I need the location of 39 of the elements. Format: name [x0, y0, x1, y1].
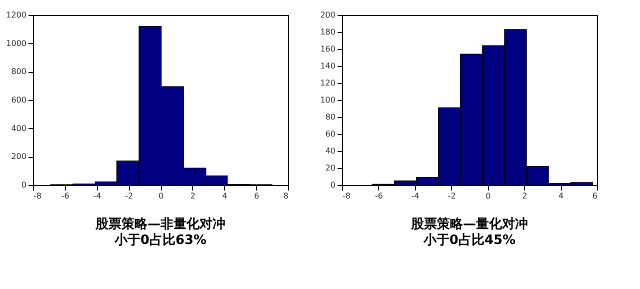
- x-tick-label: 4: [558, 192, 564, 200]
- y-tick-label: 40: [325, 146, 336, 156]
- y-tick-label: 400: [11, 124, 26, 133]
- text: 小于0占比63%: [113, 233, 207, 248]
- x-tick-label: 0: [158, 192, 164, 200]
- y-tick-label: 800: [11, 67, 26, 76]
- x-tick-label: -2: [448, 192, 456, 200]
- x-tick-label: -4: [411, 192, 420, 200]
- y-tick-label: 140: [320, 62, 336, 70]
- y-tick-label: 1000: [6, 38, 26, 48]
- x-tick-label: 4: [222, 192, 228, 200]
- x-tick-label: 6: [254, 192, 260, 200]
- x-tick-label: 8: [283, 192, 288, 200]
- text: 股票策略—非量化对冲: [94, 217, 226, 232]
- x-tick-label: -6: [374, 192, 383, 200]
- x-tick-label: -4: [93, 192, 102, 200]
- y-tick-label: 1200: [6, 10, 26, 20]
- y-tick-label: 0: [330, 180, 336, 190]
- x-tick-label: 2: [522, 192, 528, 200]
- text: 小于0占比45%: [422, 233, 516, 248]
- y-tick-label: 60: [325, 130, 336, 138]
- x-tick-label: -8: [34, 192, 42, 200]
- x-tick-label: -8: [342, 192, 350, 200]
- y-tick-label: 20: [325, 164, 336, 172]
- y-tick-label: 180: [320, 28, 336, 36]
- y-tick-label: 100: [320, 96, 336, 104]
- x-tick-label: -6: [61, 192, 70, 200]
- y-tick-label: 120: [320, 78, 336, 88]
- y-tick-label: 600: [11, 96, 26, 104]
- x-tick-label: 0: [486, 192, 491, 200]
- y-tick-label: 200: [320, 10, 336, 20]
- y-tick-label: 200: [11, 152, 26, 162]
- y-tick-label: 0: [21, 180, 26, 190]
- text: 股票策略—量化对冲: [410, 217, 528, 232]
- x-tick-label: 2: [190, 192, 196, 200]
- x-tick-label: 6: [592, 192, 598, 200]
- y-tick-label: 80: [325, 112, 336, 122]
- y-tick-label: 160: [320, 44, 336, 54]
- x-tick-label: -2: [125, 192, 134, 200]
